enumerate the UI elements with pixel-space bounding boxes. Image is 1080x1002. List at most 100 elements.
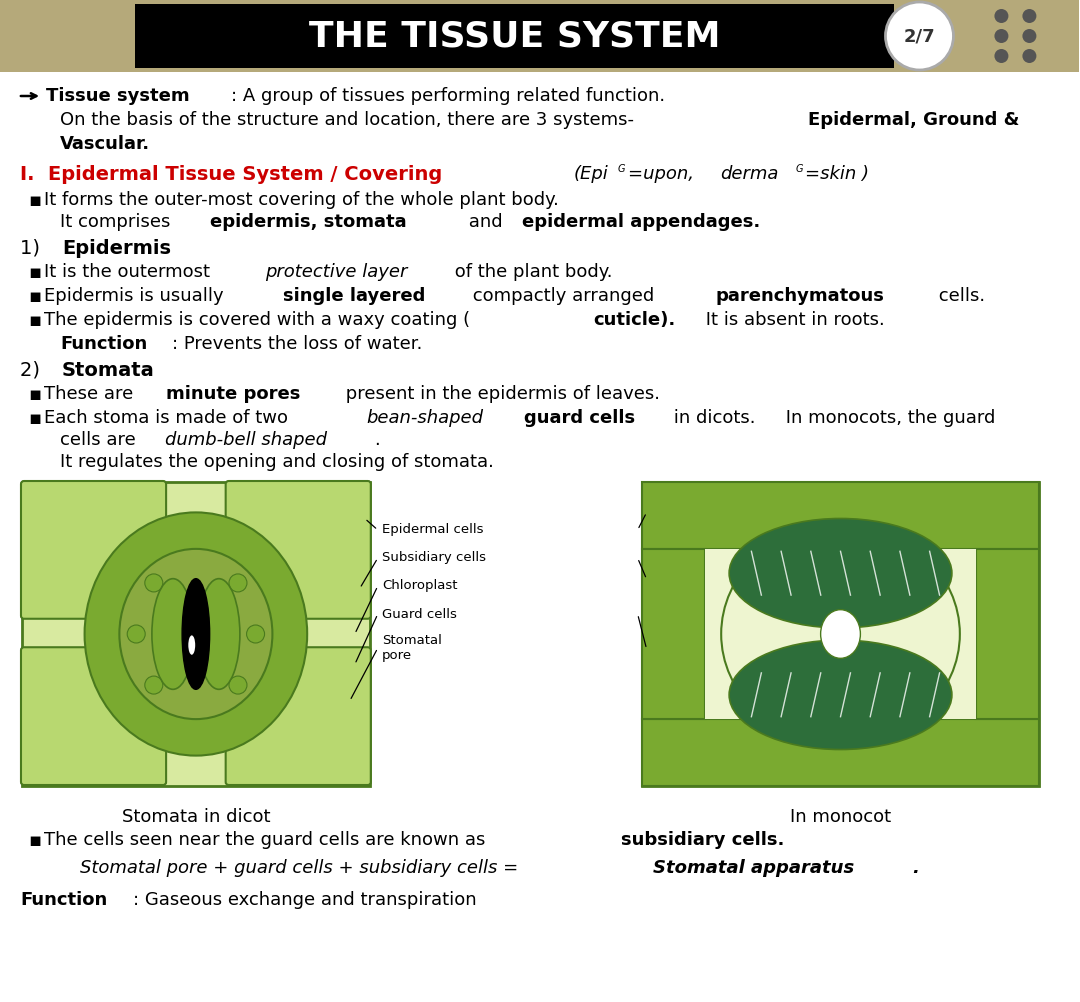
Text: Stomata in dicot: Stomata in dicot [122, 808, 270, 826]
Circle shape [1023, 9, 1037, 23]
Text: cells.: cells. [933, 287, 985, 305]
Text: THE TISSUE SYSTEM: THE TISSUE SYSTEM [309, 19, 720, 53]
Circle shape [145, 676, 163, 694]
Circle shape [1023, 49, 1037, 63]
Text: 1): 1) [21, 238, 53, 258]
Ellipse shape [721, 525, 960, 743]
Text: Stomatal
pore: Stomatal pore [381, 634, 442, 662]
Text: minute pores: minute pores [166, 385, 301, 403]
FancyBboxPatch shape [642, 482, 1039, 549]
Ellipse shape [188, 635, 195, 654]
Circle shape [886, 2, 954, 70]
Text: : A group of tissues performing related function.: : A group of tissues performing related … [231, 87, 665, 105]
FancyBboxPatch shape [226, 647, 370, 785]
Text: epidermis, stomata: epidermis, stomata [210, 213, 406, 231]
Circle shape [229, 574, 247, 592]
Circle shape [995, 9, 1009, 23]
Text: Epidermal cells: Epidermal cells [381, 523, 483, 536]
Text: Subsidiary cells: Subsidiary cells [381, 551, 486, 564]
Ellipse shape [821, 609, 861, 658]
FancyBboxPatch shape [642, 482, 1039, 786]
FancyBboxPatch shape [226, 481, 370, 619]
Text: protective layer: protective layer [266, 263, 408, 281]
Text: ▪: ▪ [28, 190, 41, 209]
Text: Epidermis: Epidermis [62, 238, 171, 258]
Circle shape [127, 625, 145, 643]
Text: ▪: ▪ [28, 409, 41, 428]
FancyBboxPatch shape [22, 482, 369, 786]
Text: 2/7: 2/7 [904, 27, 935, 45]
Text: dumb-bell shaped: dumb-bell shaped [165, 431, 327, 449]
FancyBboxPatch shape [21, 647, 166, 785]
Text: Function: Function [21, 891, 107, 909]
FancyBboxPatch shape [135, 4, 894, 68]
FancyBboxPatch shape [821, 597, 861, 670]
Text: Vascular.: Vascular. [60, 135, 150, 153]
FancyBboxPatch shape [21, 481, 166, 619]
Text: compactly arranged: compactly arranged [467, 287, 660, 305]
Text: On the basis of the structure and location, there are 3 systems-: On the basis of the structure and locati… [60, 111, 639, 129]
Text: Epidermal, Ground &: Epidermal, Ground & [808, 111, 1018, 129]
Text: ▪: ▪ [28, 263, 41, 282]
Circle shape [995, 49, 1009, 63]
Text: It regulates the opening and closing of stomata.: It regulates the opening and closing of … [60, 453, 494, 471]
Text: cuticle).: cuticle). [594, 311, 676, 329]
Text: ▪: ▪ [28, 831, 41, 850]
FancyBboxPatch shape [0, 0, 1079, 72]
Text: present in the epidermis of leaves.: present in the epidermis of leaves. [340, 385, 660, 403]
Ellipse shape [198, 579, 240, 689]
Text: : Gaseous exchange and transpiration: : Gaseous exchange and transpiration [133, 891, 476, 909]
Text: It forms the outer-most covering of the whole plant body.: It forms the outer-most covering of the … [44, 191, 558, 209]
Text: The cells seen near the guard cells are known as: The cells seen near the guard cells are … [44, 831, 491, 849]
Text: 2): 2) [21, 361, 53, 380]
Ellipse shape [729, 640, 951, 749]
Text: cells are: cells are [60, 431, 141, 449]
FancyBboxPatch shape [705, 549, 975, 719]
Text: epidermal appendages.: epidermal appendages. [522, 213, 760, 231]
Text: In monocot: In monocot [789, 808, 891, 826]
Text: : Prevents the loss of water.: : Prevents the loss of water. [173, 335, 423, 353]
Text: It comprises: It comprises [60, 213, 176, 231]
Text: I.  Epidermal Tissue System / Covering: I. Epidermal Tissue System / Covering [21, 164, 449, 183]
FancyBboxPatch shape [975, 549, 1039, 719]
Text: G: G [796, 164, 804, 174]
Text: In monocots, the guard: In monocots, the guard [781, 409, 996, 427]
Ellipse shape [729, 518, 951, 628]
Text: .: . [912, 859, 919, 877]
Ellipse shape [120, 549, 272, 719]
Text: Chloroplast: Chloroplast [381, 579, 457, 592]
Text: These are: These are [44, 385, 139, 403]
FancyBboxPatch shape [642, 719, 1039, 786]
Text: single layered: single layered [283, 287, 426, 305]
Circle shape [246, 625, 265, 643]
Text: .: . [374, 431, 380, 449]
Text: Epidermis is usually: Epidermis is usually [44, 287, 229, 305]
Text: (Epi: (Epi [573, 165, 608, 183]
Text: Tissue system: Tissue system [46, 87, 190, 105]
Circle shape [145, 574, 163, 592]
Text: guard cells: guard cells [525, 409, 635, 427]
Text: subsidiary cells.: subsidiary cells. [621, 831, 784, 849]
Text: It is the outermost: It is the outermost [44, 263, 216, 281]
Text: It is absent in roots.: It is absent in roots. [700, 311, 885, 329]
Text: ▪: ▪ [28, 385, 41, 404]
Text: =skin ): =skin ) [806, 165, 869, 183]
Text: derma: derma [720, 165, 779, 183]
Text: in dicots.: in dicots. [667, 409, 755, 427]
Text: G: G [618, 164, 625, 174]
Text: Function: Function [60, 335, 147, 353]
Text: parenchymatous: parenchymatous [716, 287, 885, 305]
Text: bean-shaped: bean-shaped [366, 409, 483, 427]
Circle shape [1023, 29, 1037, 43]
Text: ▪: ▪ [28, 287, 41, 306]
Ellipse shape [183, 579, 210, 689]
Text: Guard cells: Guard cells [381, 607, 457, 620]
Text: =upon,: =upon, [627, 165, 700, 183]
Text: ▪: ▪ [28, 311, 41, 330]
Circle shape [995, 29, 1009, 43]
Text: Each stoma is made of two: Each stoma is made of two [44, 409, 294, 427]
FancyBboxPatch shape [642, 549, 705, 719]
Text: of the plant body.: of the plant body. [449, 263, 612, 281]
Ellipse shape [84, 512, 307, 756]
Ellipse shape [152, 579, 194, 689]
